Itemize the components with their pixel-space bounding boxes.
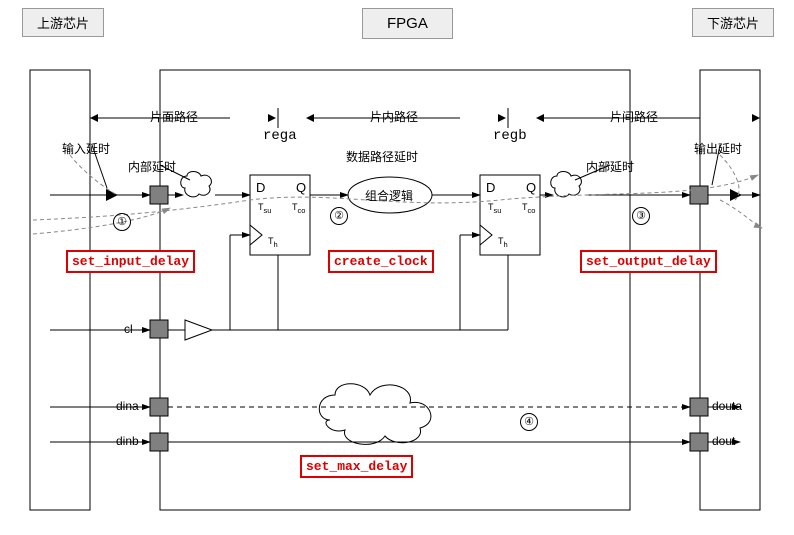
rega-d: D [256,180,265,195]
create-clock-box: create_clock [328,250,434,273]
num-1: ① [113,213,131,231]
num-3: ③ [632,207,650,225]
regb-tco: Tco [522,202,535,215]
path-between-left-label: 片面路径 [150,108,198,125]
regb-q: Q [526,180,536,195]
rega-tco: Tco [292,202,305,215]
set-output-delay-box: set_output_delay [580,250,717,273]
regb-label: regb [493,128,527,144]
internal-delay-right-label: 内部延时 [586,158,634,175]
dinb-label: dinb [116,434,139,448]
num-2: ② [330,207,348,225]
cl-label: cl [124,322,133,336]
upstream-chip-label: 上游芯片 [22,8,104,37]
fpga-label: FPGA [362,8,453,39]
downstream-chip-label: 下游芯片 [692,8,774,37]
rega-th: Th [268,236,278,249]
path-inside-label: 片内路径 [370,108,418,125]
rega-label: rega [263,128,297,144]
regb-th: Th [498,236,508,249]
rega-q: Q [296,180,306,195]
path-between-right-label: 片间路径 [610,108,658,125]
regb-tsu: Tsu [488,202,501,215]
dina-label: dina [116,399,139,413]
output-delay-label: 输出延时 [694,140,742,157]
regb-d: D [486,180,495,195]
diagram-root: 上游芯片 FPGA 下游芯片 片面路径 片内路径 片间路径 rega regb … [0,0,794,535]
douta-label: douta [712,399,742,413]
comb-logic-label: 组合逻辑 [365,187,413,204]
input-delay-label: 输入延时 [62,140,110,157]
internal-delay-left-label: 内部延时 [128,158,176,175]
rega-tsu: Tsu [258,202,271,215]
data-path-delay-label: 数据路径延时 [346,148,418,165]
set-max-delay-box: set_max_delay [300,455,413,478]
dout-label: dout [712,434,735,448]
set-input-delay-box: set_input_delay [66,250,195,273]
num-4: ④ [520,413,538,431]
